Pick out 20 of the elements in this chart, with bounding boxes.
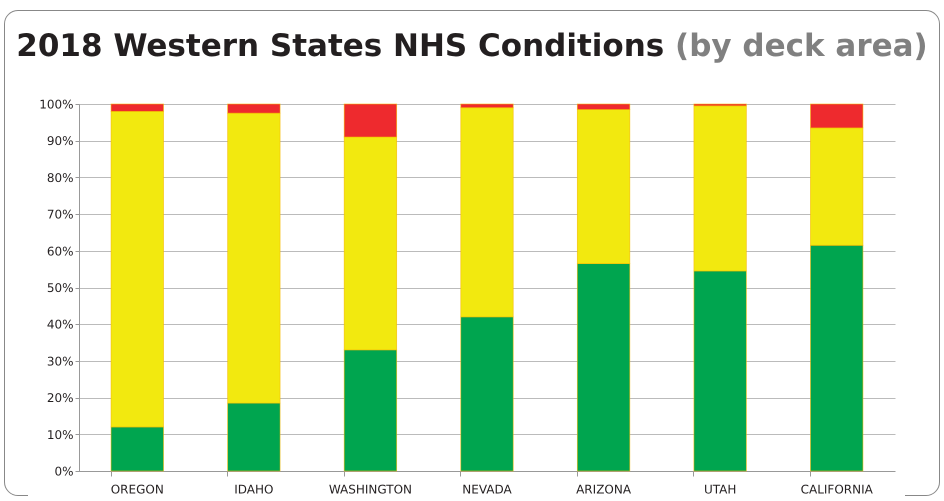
y-tick-label: 90% [46,134,74,148]
x-tick-label: OREGON [110,482,164,496]
y-tick-label: 60% [46,244,74,258]
x-tick-label: NEVADA [462,482,513,496]
chart-title: 2018 Western States NHS Conditions [16,28,664,64]
y-tick-label: 100% [39,98,74,112]
y-tick-label: 70% [46,208,74,222]
chart-subtitle: (by deck area) [675,28,928,64]
x-tick-label: IDAHO [234,482,274,496]
y-tick-label: 30% [46,354,74,368]
y-tick-label: 50% [46,281,74,295]
x-tick-label: ARIZONA [576,482,632,496]
y-tick-label: 10% [46,428,74,442]
x-tick-label: CALIFORNIA [800,482,874,496]
y-tick-label: 0% [54,464,74,478]
x-tick-label: WASHINGTON [328,482,412,496]
y-tick-label: 20% [46,391,74,406]
x-tick-label: UTAH [704,482,736,496]
y-tick-label: 80% [46,170,74,185]
y-tick-label: 40% [46,318,74,332]
